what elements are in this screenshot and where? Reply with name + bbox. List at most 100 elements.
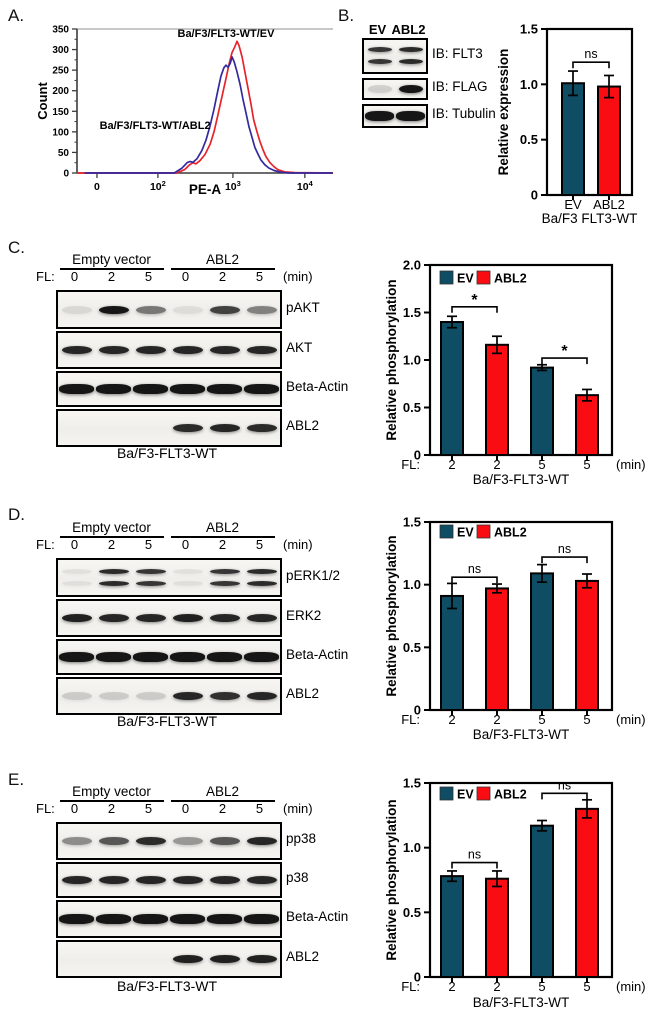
flow-ylabel: Count bbox=[35, 82, 50, 120]
ytick-label: 0.5 bbox=[403, 905, 421, 920]
blot-row-label: IB: FLAG bbox=[432, 79, 488, 94]
protein-band bbox=[133, 914, 168, 924]
chart-caption: Ba/F3-FLT3-WT bbox=[473, 727, 570, 742]
flow-ytick-label: 200 bbox=[52, 86, 69, 97]
fl-timepoint: 2 bbox=[218, 269, 227, 284]
fl-timepoint: 5 bbox=[255, 801, 264, 816]
legend-swatch bbox=[439, 786, 454, 801]
panel-b-western-blot: EV ABL2 IB: FLT3 IB: FLAG IB: Tubulin bbox=[358, 20, 528, 160]
protein-band bbox=[135, 346, 166, 354]
protein-band bbox=[61, 876, 92, 884]
blot-strip bbox=[362, 38, 428, 74]
x-category-label: ABL2 bbox=[593, 197, 625, 212]
panel-c-western-blot: Empty vector ABL2 FL: 0 2 5 0 2 5 (min) pAKT AKT Bet… bbox=[36, 252, 348, 470]
protein-band bbox=[98, 692, 129, 700]
blot-row-label: pp38 bbox=[286, 831, 317, 846]
protein-band bbox=[98, 837, 129, 845]
protein-band bbox=[135, 305, 166, 314]
protein-band bbox=[246, 346, 277, 354]
significance-bracket bbox=[541, 357, 588, 365]
y-axis-label: Relative phosphorylation bbox=[385, 799, 399, 960]
x-category-label: 2 bbox=[448, 979, 455, 994]
protein-band bbox=[172, 876, 203, 884]
protein-band bbox=[170, 914, 205, 924]
fl-timepoint: 5 bbox=[255, 537, 264, 552]
blot-lane-header: ABL2 bbox=[391, 22, 426, 37]
significance-label: ns bbox=[584, 47, 597, 61]
ytick-label: 2.0 bbox=[403, 258, 421, 273]
fl-row-label: FL: bbox=[36, 269, 55, 284]
flow-curve bbox=[84, 56, 333, 174]
bar bbox=[485, 877, 509, 978]
protein-band bbox=[398, 85, 423, 93]
significance-bracket bbox=[451, 576, 498, 584]
ytick-label: 1.5 bbox=[403, 515, 421, 530]
x-category-label: 5 bbox=[538, 457, 545, 472]
protein-band bbox=[244, 384, 279, 394]
protein-band bbox=[209, 614, 240, 622]
blot-strip bbox=[56, 290, 282, 329]
flow-ytick-label: 300 bbox=[52, 45, 69, 56]
panel-a-label: A. bbox=[8, 6, 25, 25]
ytick-label: 1.5 bbox=[403, 776, 421, 791]
protein-band bbox=[246, 692, 277, 700]
significance-label: ns bbox=[558, 778, 571, 792]
protein-band bbox=[207, 914, 242, 924]
legend-swatch bbox=[476, 524, 491, 539]
x-category-label: 5 bbox=[583, 457, 590, 472]
significance-label: * bbox=[471, 292, 478, 309]
protein-band bbox=[244, 914, 279, 924]
blot-strip bbox=[56, 331, 282, 369]
legend-label: ABL2 bbox=[494, 526, 527, 540]
protein-band bbox=[396, 111, 425, 121]
protein-band bbox=[246, 876, 277, 884]
fl-row-label: FL: bbox=[36, 537, 55, 552]
fl-unit: (min) bbox=[283, 269, 313, 284]
panel-c-label: C. bbox=[8, 238, 25, 257]
protein-band bbox=[365, 111, 394, 121]
blot-row-label: ABL2 bbox=[286, 949, 320, 964]
protein-band bbox=[96, 914, 131, 924]
ytick-label: 0.5 bbox=[403, 640, 421, 655]
protein-band bbox=[209, 305, 240, 314]
bar bbox=[561, 82, 585, 196]
protein-band bbox=[244, 652, 279, 662]
bar bbox=[530, 824, 554, 979]
pp38-phosphorylation-bar-chart: 0 0.5 1.0 1.5 Relative phosphorylation ns ns FL… bbox=[385, 776, 646, 1011]
protein-band bbox=[98, 580, 129, 586]
fl-timepoint: 0 bbox=[181, 801, 190, 816]
x-category-label: EV bbox=[564, 197, 582, 212]
protein-band bbox=[61, 837, 92, 845]
legend-label: EV bbox=[457, 526, 474, 540]
protein-band bbox=[209, 837, 240, 845]
protein-band bbox=[135, 614, 166, 622]
plot-frame bbox=[428, 520, 614, 712]
blot-strip bbox=[56, 862, 282, 898]
blot-strip bbox=[56, 639, 282, 675]
protein-band bbox=[61, 580, 92, 586]
protein-band bbox=[246, 424, 277, 432]
protein-band bbox=[246, 837, 277, 845]
blot-caption: Ba/F3-FLT3-WT bbox=[116, 713, 218, 729]
legend-swatch bbox=[439, 270, 454, 285]
blot-row-label: p38 bbox=[286, 870, 309, 885]
chart-caption: Ba/F3-FLT3-WT bbox=[473, 995, 570, 1010]
fl-timepoint: 2 bbox=[107, 801, 116, 816]
fl-timepoint: 5 bbox=[144, 801, 153, 816]
protein-band bbox=[98, 305, 129, 314]
ytick-label: 1.0 bbox=[520, 77, 538, 92]
fl-timepoint: 5 bbox=[144, 537, 153, 552]
blot-row-label: ABL2 bbox=[286, 418, 320, 433]
flow-ytick-label: 150 bbox=[52, 107, 69, 118]
flow-ytick-label: 0 bbox=[63, 169, 69, 180]
significance-bracket bbox=[451, 306, 498, 313]
blot-caption: Ba/F3-FLT3-WT bbox=[116, 978, 218, 994]
x-axis-prefix: FL: bbox=[401, 979, 420, 994]
blot-row-label: ABL2 bbox=[286, 686, 320, 701]
legend-swatch bbox=[439, 524, 454, 539]
protein-band bbox=[172, 692, 203, 700]
protein-band bbox=[172, 580, 203, 586]
blot-strip bbox=[56, 822, 282, 860]
flow-ytick-label: 100 bbox=[52, 127, 69, 138]
